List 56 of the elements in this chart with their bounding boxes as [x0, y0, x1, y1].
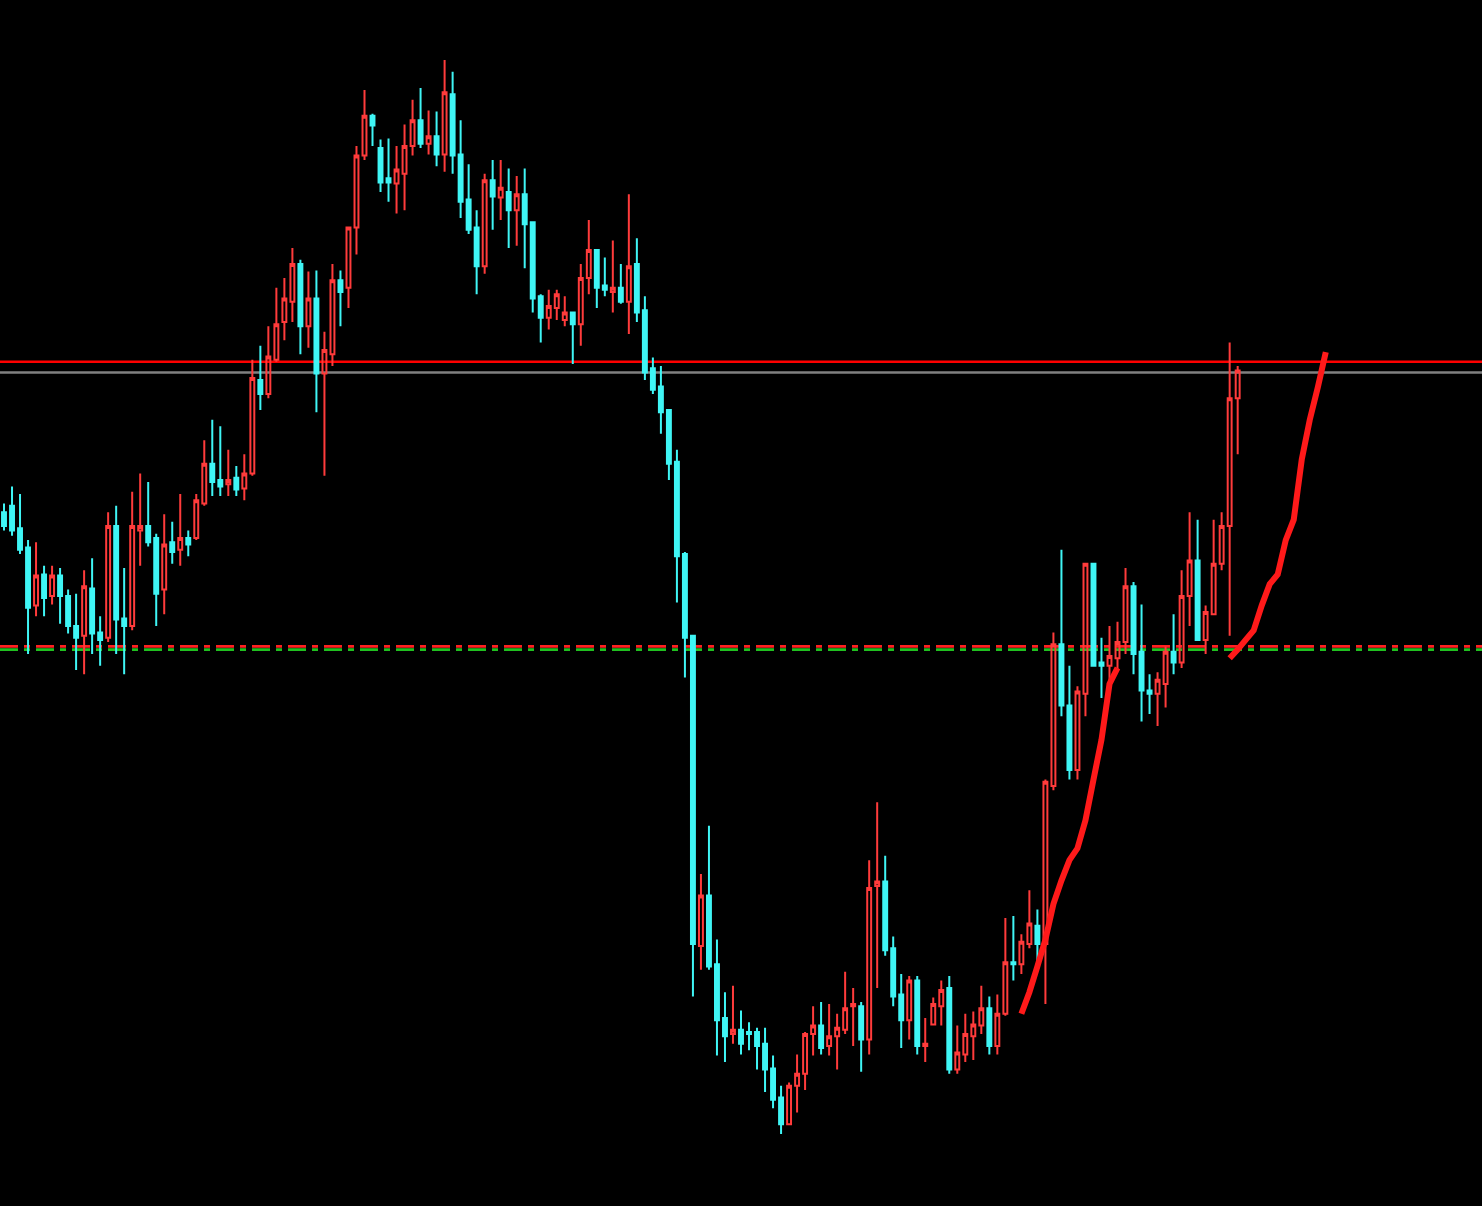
candlestick — [497, 158, 504, 222]
candlestick — [561, 295, 568, 328]
candlestick — [313, 269, 320, 414]
candlestick — [33, 541, 40, 618]
candlestick — [946, 975, 953, 1075]
candlestick — [818, 1000, 825, 1056]
candlestick — [185, 529, 192, 558]
candlestick — [369, 112, 376, 147]
candlestick — [177, 492, 184, 567]
candlestick — [730, 984, 736, 1045]
candlestick — [1226, 341, 1233, 637]
candlestick — [81, 569, 88, 676]
candlestick — [297, 258, 304, 356]
candlestick — [922, 1017, 929, 1064]
candlestick — [609, 239, 616, 314]
candlestick — [217, 425, 224, 498]
candlestick — [73, 592, 80, 672]
candlestick — [49, 564, 56, 606]
candlestick — [441, 60, 448, 173]
candlestick — [569, 311, 576, 365]
candlestick — [1170, 613, 1177, 676]
candlestick — [209, 418, 216, 498]
candlestick — [593, 249, 600, 310]
candlestick — [874, 801, 881, 989]
candlestick — [697, 873, 704, 971]
candlestick — [481, 172, 488, 275]
candlestick — [513, 175, 520, 247]
candlestick — [417, 86, 424, 150]
candlestick — [305, 270, 312, 349]
candlestick — [41, 564, 48, 618]
candlestick — [938, 979, 945, 1027]
candlestick — [257, 344, 264, 412]
candlestick — [105, 511, 112, 644]
candlestick — [377, 138, 384, 194]
candlestick — [489, 158, 496, 231]
candlestick — [1194, 518, 1201, 641]
candlestick — [225, 448, 232, 498]
candlestick — [425, 109, 432, 156]
candlestick — [161, 513, 168, 616]
candlestick — [545, 288, 552, 331]
candlestick — [866, 859, 873, 1056]
candlestick — [914, 975, 921, 1056]
candlestick — [337, 269, 344, 328]
candlestick — [169, 520, 176, 565]
candlestick — [385, 137, 392, 203]
candlestick — [625, 193, 632, 335]
candlestick — [233, 464, 240, 498]
candlestick — [858, 1000, 865, 1073]
candlestick — [850, 986, 857, 1047]
candlestick — [433, 110, 440, 168]
candlestick — [986, 995, 993, 1056]
candlestick — [738, 1009, 744, 1056]
candlestick — [1010, 914, 1017, 982]
candlestick — [906, 975, 913, 1041]
candlestick — [617, 263, 624, 305]
candlestick — [505, 167, 512, 249]
